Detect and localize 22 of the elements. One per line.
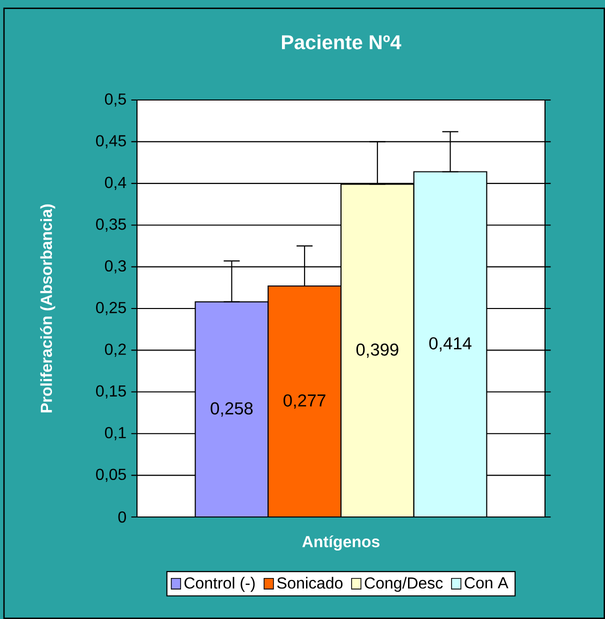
data-label: 0,258 (210, 402, 253, 417)
legend-label: Cong/Desc (364, 576, 443, 592)
y-tick-label: 0,2 (104, 344, 126, 357)
y-tick-label: 0,15 (96, 385, 126, 399)
legend-label: Sonicado (277, 576, 343, 589)
y-tick-label: 0,3 (104, 260, 126, 274)
legend-label: Control (-) (184, 576, 255, 592)
y-tick-label: 0,45 (96, 135, 126, 148)
y-axis-title: Proliferación (Absorbancia) (40, 204, 56, 412)
y-tick-label: 0,05 (96, 468, 126, 482)
data-label: 0,277 (284, 394, 326, 409)
y-tick-label: 0 (118, 511, 126, 523)
data-label: 0,399 (356, 343, 398, 358)
x-axis-title: Antígenos (302, 535, 380, 551)
data-label: 0,414 (429, 337, 472, 352)
y-tick-label: 0,25 (96, 302, 126, 316)
y-tick-label: 0,35 (96, 218, 126, 232)
y-tick-label: 0,4 (104, 176, 126, 190)
y-tick-label: 0,1 (104, 426, 126, 440)
y-tick-label: 0,5 (104, 93, 126, 107)
legend-label: Con A (464, 577, 508, 588)
chart-title: Paciente Nº4 (282, 34, 402, 50)
